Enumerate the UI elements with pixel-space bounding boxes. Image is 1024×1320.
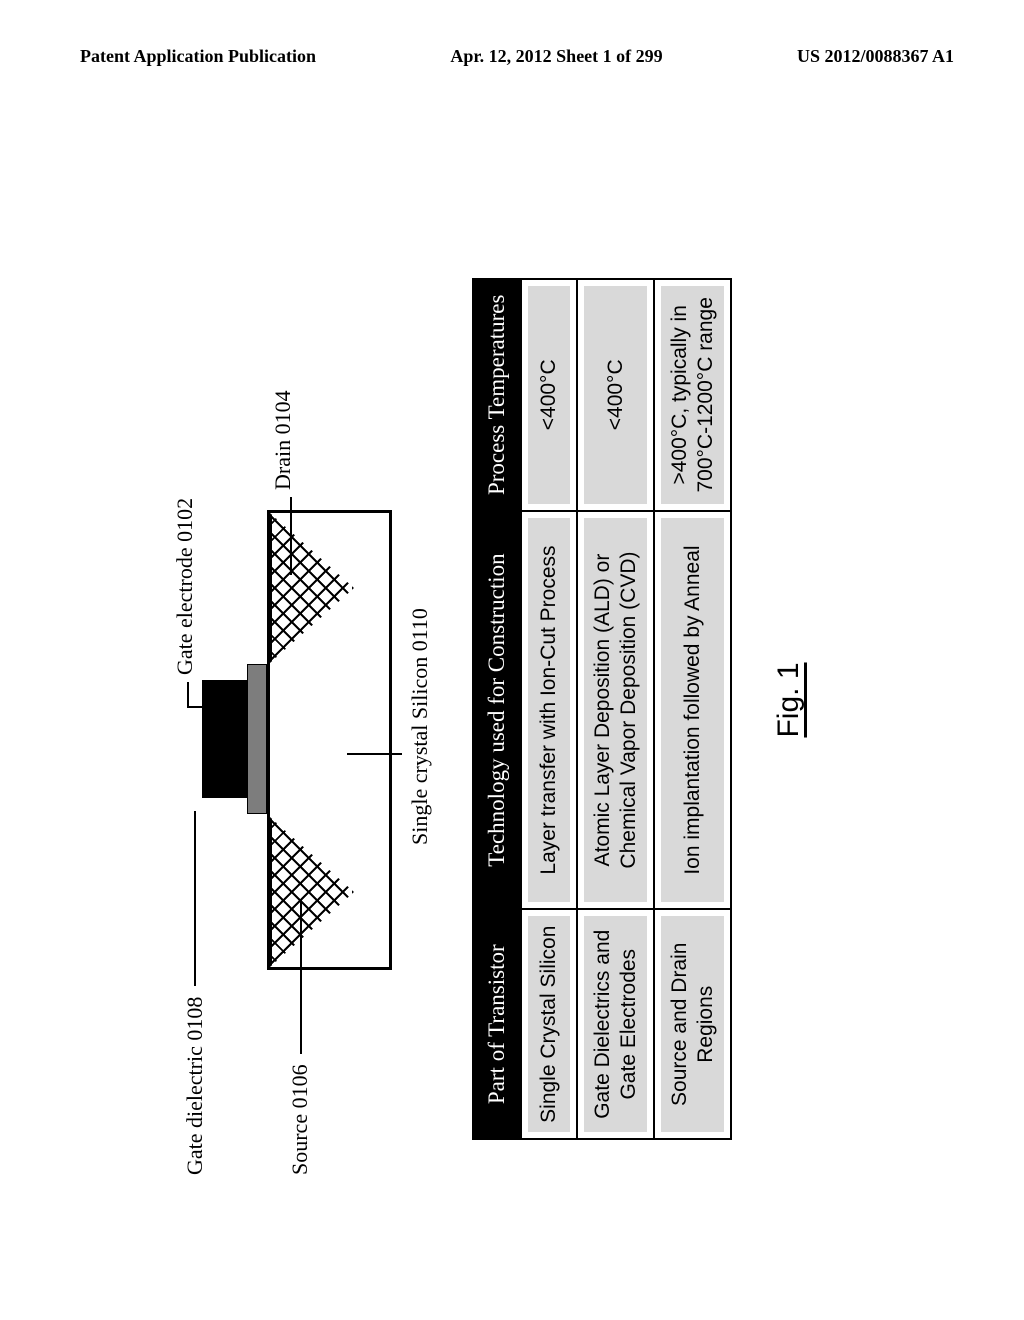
col-header-temp: Process Temperatures (473, 279, 521, 511)
lead-gate-electrode-v (187, 706, 210, 708)
cell-part: Single Crystal Silicon (521, 909, 577, 1139)
cell-text: Gate Dielectrics and Gate Electrodes (584, 916, 647, 1132)
figure-area: Gate dielectric 0108 Gate electrode 0102… (142, 160, 882, 1240)
label-gate-dielectric: Gate dielectric 0108 (182, 997, 208, 1175)
cell-text: Source and Drain Regions (661, 916, 724, 1132)
process-table: Part of Transistor Technology used for C… (472, 278, 732, 1140)
label-drain: Drain 0104 (270, 390, 296, 490)
mosfet-diagram: Gate dielectric 0108 Gate electrode 0102… (172, 500, 422, 980)
cell-part: Gate Dielectrics and Gate Electrodes (577, 909, 654, 1139)
cell-text: <400°C (584, 286, 647, 504)
lead-drain (290, 497, 292, 575)
cell-temp: <400°C (577, 279, 654, 511)
cell-text: Ion implantation followed by Anneal (661, 518, 724, 903)
col-header-tech: Technology used for Construction (473, 511, 521, 910)
label-gate-electrode: Gate electrode 0102 (172, 498, 198, 675)
source-outline (270, 817, 354, 967)
cell-tech: Atomic Layer Deposition (ALD) or Chemica… (577, 511, 654, 910)
page-header: Patent Application Publication Apr. 12, … (0, 46, 1024, 67)
cell-temp: >400°C, typically in 700°C-1200°C range (654, 279, 731, 511)
table-row: Gate Dielectrics and Gate Electrodes Ato… (577, 279, 654, 1139)
lead-source (300, 899, 302, 1054)
header-center: Apr. 12, 2012 Sheet 1 of 299 (450, 46, 662, 67)
figure-rotated-container: Gate dielectric 0108 Gate electrode 0102… (142, 160, 882, 1240)
source-region (270, 817, 354, 967)
label-source: Source 0106 (287, 1064, 313, 1175)
cell-part: Source and Drain Regions (654, 909, 731, 1139)
cell-text: >400°C, typically in 700°C-1200°C range (661, 286, 724, 504)
drain-outline (270, 513, 354, 663)
gate-electrode-region (202, 680, 247, 798)
table-header-row: Part of Transistor Technology used for C… (473, 279, 521, 1139)
label-substrate: Single crystal Silicon 0110 (407, 608, 433, 845)
lead-gate-dielectric (194, 811, 196, 986)
header-right: US 2012/0088367 A1 (797, 46, 954, 67)
drain-region (270, 513, 354, 663)
table-row: Single Crystal Silicon Layer transfer wi… (521, 279, 577, 1139)
cell-text: <400°C (528, 286, 570, 504)
figure-caption: Fig. 1 (772, 160, 806, 1240)
cell-tech: Ion implantation followed by Anneal (654, 511, 731, 910)
lead-substrate (347, 753, 402, 755)
cell-text: Atomic Layer Deposition (ALD) or Chemica… (584, 518, 647, 903)
header-left: Patent Application Publication (80, 46, 316, 67)
process-table-head: Part of Transistor Technology used for C… (473, 279, 521, 1139)
gate-dielectric-region (247, 664, 267, 814)
cell-tech: Layer transfer with Ion-Cut Process (521, 511, 577, 910)
cell-text: Layer transfer with Ion-Cut Process (528, 518, 570, 903)
cell-text: Single Crystal Silicon (528, 916, 570, 1132)
cell-temp: <400°C (521, 279, 577, 511)
table-row: Source and Drain Regions Ion implantatio… (654, 279, 731, 1139)
process-table-body: Single Crystal Silicon Layer transfer wi… (521, 279, 731, 1139)
lead-gate-electrode-h (187, 682, 189, 708)
col-header-part: Part of Transistor (473, 909, 521, 1139)
